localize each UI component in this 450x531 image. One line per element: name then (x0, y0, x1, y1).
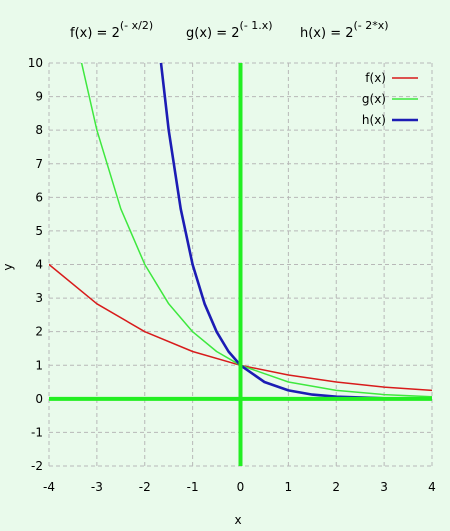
y-tick-label: 6 (35, 190, 43, 204)
x-tick-label: 4 (428, 480, 436, 494)
legend-label-gx: g(x) (362, 92, 386, 106)
x-axis-title: x (234, 513, 241, 527)
x-tick-label: 3 (380, 480, 388, 494)
y-tick-label: 1 (35, 358, 43, 372)
y-tick-label: -1 (31, 425, 43, 439)
y-tick-label: 9 (35, 90, 43, 104)
x-tick-label: -3 (91, 480, 103, 494)
x-tick-label: 0 (237, 480, 245, 494)
y-tick-label: 0 (35, 392, 43, 406)
x-tick-label: 2 (332, 480, 340, 494)
y-tick-label: 3 (35, 291, 43, 305)
formula-h: h(x) = 2(- 2*x) (300, 19, 389, 41)
y-tick-label: 4 (35, 258, 43, 272)
y-tick-label: 2 (35, 325, 43, 339)
legend: f(x) g(x) h(x) (362, 71, 418, 127)
formula-header: f(x) = 2(- x/2) g(x) = 2(- 1.x) h(x) = 2… (70, 19, 389, 41)
formula-g: g(x) = 2(- 1.x) (186, 19, 273, 41)
zero-axes (49, 63, 432, 466)
x-tick-label: -1 (187, 480, 199, 494)
formula-f: f(x) = 2(- x/2) (70, 19, 153, 41)
y-tick-label: 10 (28, 56, 43, 70)
y-axis-title: y (1, 263, 15, 270)
legend-label-hx: h(x) (362, 113, 386, 127)
series-line-gx (80, 63, 432, 398)
series-line-hx (159, 63, 432, 401)
y-tick-label: 7 (35, 157, 43, 171)
y-tick-label: -2 (31, 459, 43, 473)
legend-label-fx: f(x) (365, 71, 386, 85)
x-tick-label: -4 (43, 480, 55, 494)
y-tick-label: 5 (35, 224, 43, 238)
y-tick-label: 8 (35, 123, 43, 137)
x-tick-label: 1 (285, 480, 293, 494)
x-tick-label: -2 (139, 480, 151, 494)
